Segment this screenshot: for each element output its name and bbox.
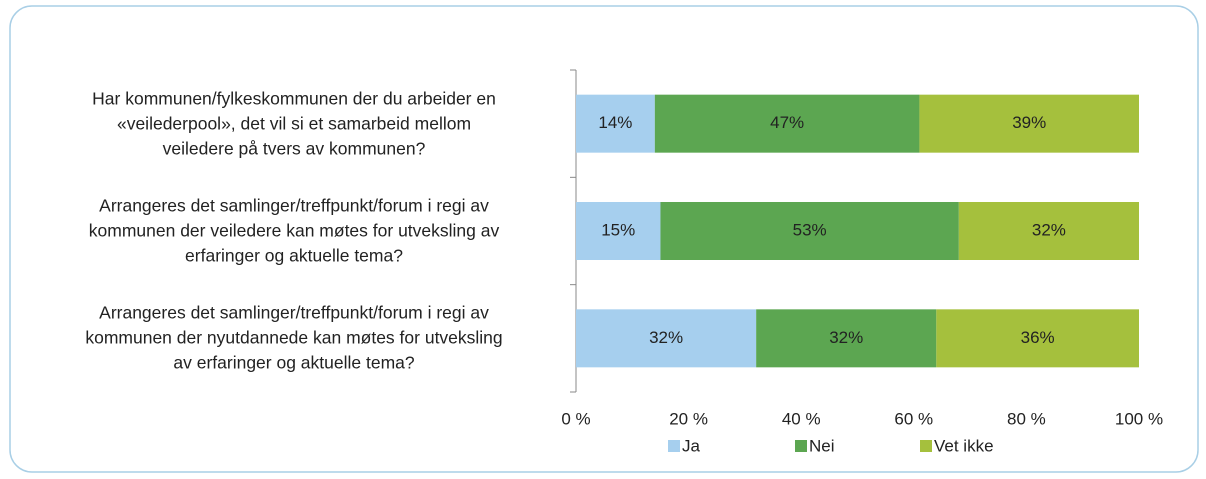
legend-swatch bbox=[795, 440, 807, 452]
category-label: Arrangeres det samlinger/treffpunkt/foru… bbox=[85, 302, 503, 373]
category-label: Arrangeres det samlinger/treffpunkt/foru… bbox=[88, 195, 500, 266]
x-tick-label: 60 % bbox=[894, 409, 933, 428]
bar-segment bbox=[919, 94, 1139, 153]
bar-segment bbox=[576, 309, 757, 368]
value-label: 47% bbox=[770, 113, 804, 132]
value-label: 15% bbox=[601, 220, 635, 239]
bar-segment bbox=[654, 94, 920, 153]
legend-label: Vet ikke bbox=[934, 436, 994, 455]
x-tick-label: 0 % bbox=[561, 409, 590, 428]
legend-label: Nei bbox=[809, 436, 835, 455]
x-tick-label: 100 % bbox=[1115, 409, 1163, 428]
value-label: 53% bbox=[793, 220, 827, 239]
x-tick-label: 20 % bbox=[669, 409, 708, 428]
value-label: 32% bbox=[649, 328, 683, 347]
legend-label: Ja bbox=[682, 436, 701, 455]
value-label: 39% bbox=[1012, 113, 1046, 132]
bar-segment bbox=[936, 309, 1139, 368]
legend-swatch bbox=[668, 440, 680, 452]
value-label: 32% bbox=[1032, 220, 1066, 239]
legend-swatch bbox=[920, 440, 932, 452]
x-tick-label: 40 % bbox=[782, 409, 821, 428]
x-tick-label: 80 % bbox=[1007, 409, 1046, 428]
bar-segment bbox=[958, 202, 1139, 260]
bar-segment bbox=[660, 202, 959, 260]
bar-segment bbox=[756, 309, 937, 368]
bar-segment bbox=[576, 94, 655, 153]
value-label: 36% bbox=[1021, 328, 1055, 347]
bar-segment bbox=[576, 202, 661, 260]
value-label: 32% bbox=[829, 328, 863, 347]
category-label: Har kommunen/fylkeskommunen der du arbei… bbox=[92, 88, 496, 159]
value-label: 14% bbox=[598, 113, 632, 132]
